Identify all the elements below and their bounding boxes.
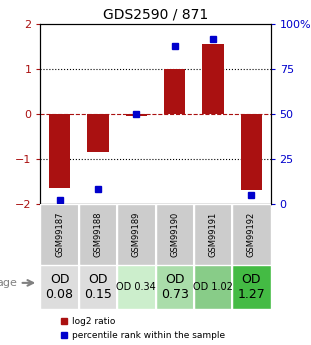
FancyBboxPatch shape [232,265,271,309]
FancyBboxPatch shape [117,265,156,309]
FancyBboxPatch shape [156,204,194,265]
Bar [202,45,224,114]
Text: GSM99192: GSM99192 [247,212,256,257]
FancyBboxPatch shape [79,204,117,265]
Bar [241,114,262,190]
Title: GDS2590 / 871: GDS2590 / 871 [103,8,208,22]
Text: GSM99187: GSM99187 [55,212,64,257]
FancyBboxPatch shape [79,265,117,309]
Text: OD
0.15: OD 0.15 [84,273,112,301]
Text: OD
0.08: OD 0.08 [46,273,74,301]
FancyBboxPatch shape [232,204,271,265]
FancyBboxPatch shape [117,204,156,265]
Bar [126,114,147,116]
Bar [164,69,185,114]
Legend: log2 ratio, percentile rank within the sample: log2 ratio, percentile rank within the s… [57,314,229,343]
FancyBboxPatch shape [40,204,79,265]
FancyBboxPatch shape [156,265,194,309]
Text: OD
1.27: OD 1.27 [238,273,265,301]
FancyBboxPatch shape [194,265,232,309]
Text: GSM99189: GSM99189 [132,212,141,257]
FancyBboxPatch shape [40,265,79,309]
Text: GSM99188: GSM99188 [94,212,102,257]
Bar [49,114,70,188]
Text: OD 1.02: OD 1.02 [193,282,233,292]
Text: age: age [0,278,17,288]
Text: OD
0.73: OD 0.73 [161,273,188,301]
Text: GSM99190: GSM99190 [170,212,179,257]
FancyBboxPatch shape [194,204,232,265]
Text: OD 0.34: OD 0.34 [116,282,156,292]
Bar [87,114,109,152]
Text: GSM99191: GSM99191 [209,212,217,257]
